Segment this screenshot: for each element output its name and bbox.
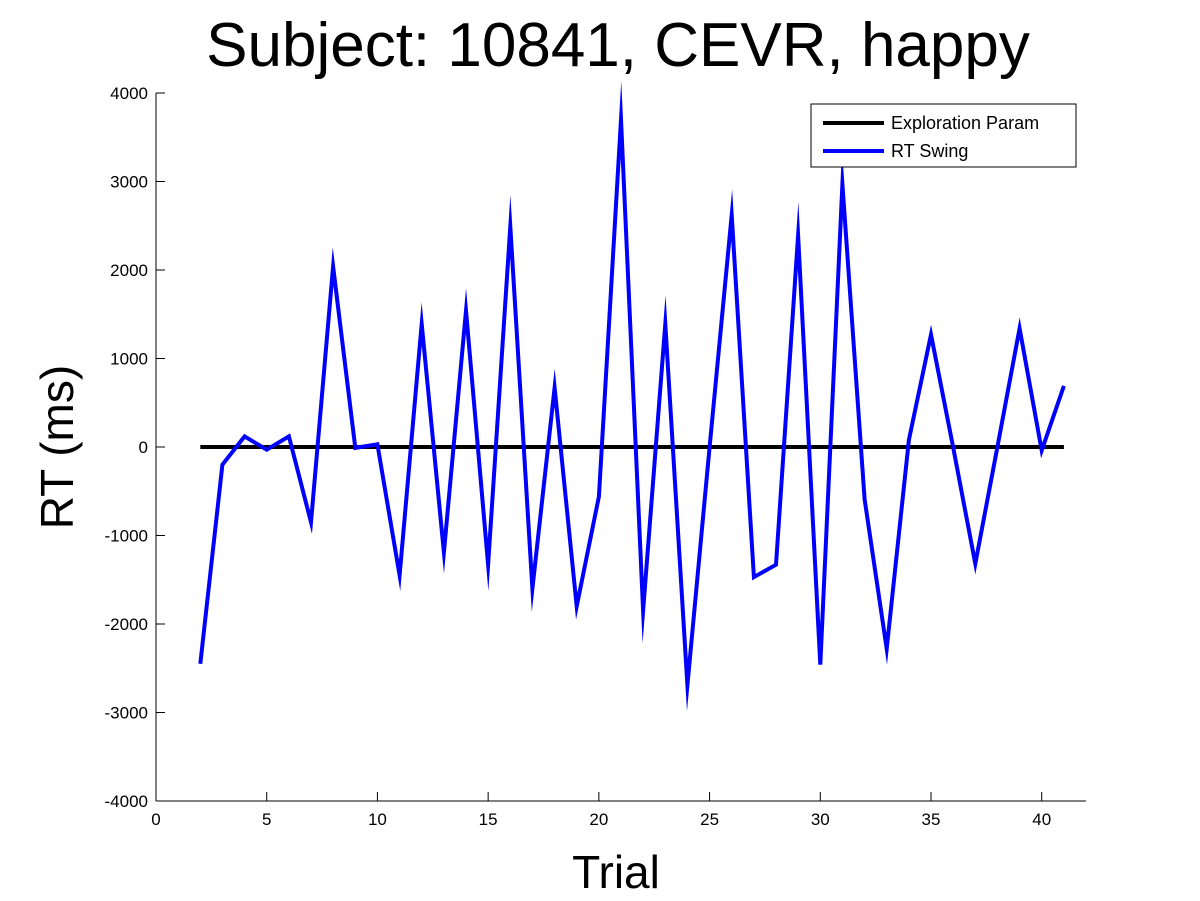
x-tick-label: 35 — [922, 810, 941, 829]
axes: 0 5 10 15 20 25 30 35 40 -4000 -3000 -2000 -1000 0 100… — [105, 84, 1086, 829]
y-tick-label: 2000 — [110, 261, 148, 280]
x-tick-label: 30 — [811, 810, 830, 829]
y-tick-label: -4000 — [105, 792, 148, 811]
legend: Exploration Param RT Swing — [810, 103, 1077, 168]
x-axis-title: Trial — [572, 846, 660, 898]
legend-label: Exploration Param — [891, 113, 1039, 133]
series-line-rt-swing — [198, 80, 1066, 712]
x-tick-label: 15 — [479, 810, 498, 829]
y-tick-label: 1000 — [110, 350, 148, 369]
legend-label: RT Swing — [891, 141, 968, 161]
x-tick-label: 40 — [1032, 810, 1051, 829]
legend-box — [810, 103, 1077, 168]
y-tick-label: 4000 — [110, 84, 148, 103]
x-tick-label: 10 — [368, 810, 387, 829]
plot-area — [198, 80, 1066, 712]
x-tick-label: 25 — [700, 810, 719, 829]
x-tick-label: 20 — [589, 810, 608, 829]
chart-title: Subject: 10841, CEVR, happy — [206, 11, 1030, 80]
x-tick-label: 0 — [151, 810, 160, 829]
y-tick-label: -2000 — [105, 615, 148, 634]
y-tick-label: -1000 — [105, 527, 148, 546]
x-tick-label: 5 — [262, 810, 271, 829]
y-axis-title: RT (ms) — [31, 365, 83, 529]
y-tick-label: 0 — [139, 438, 148, 457]
y-tick-label: -3000 — [105, 704, 148, 723]
y-tick-label: 3000 — [110, 173, 148, 192]
